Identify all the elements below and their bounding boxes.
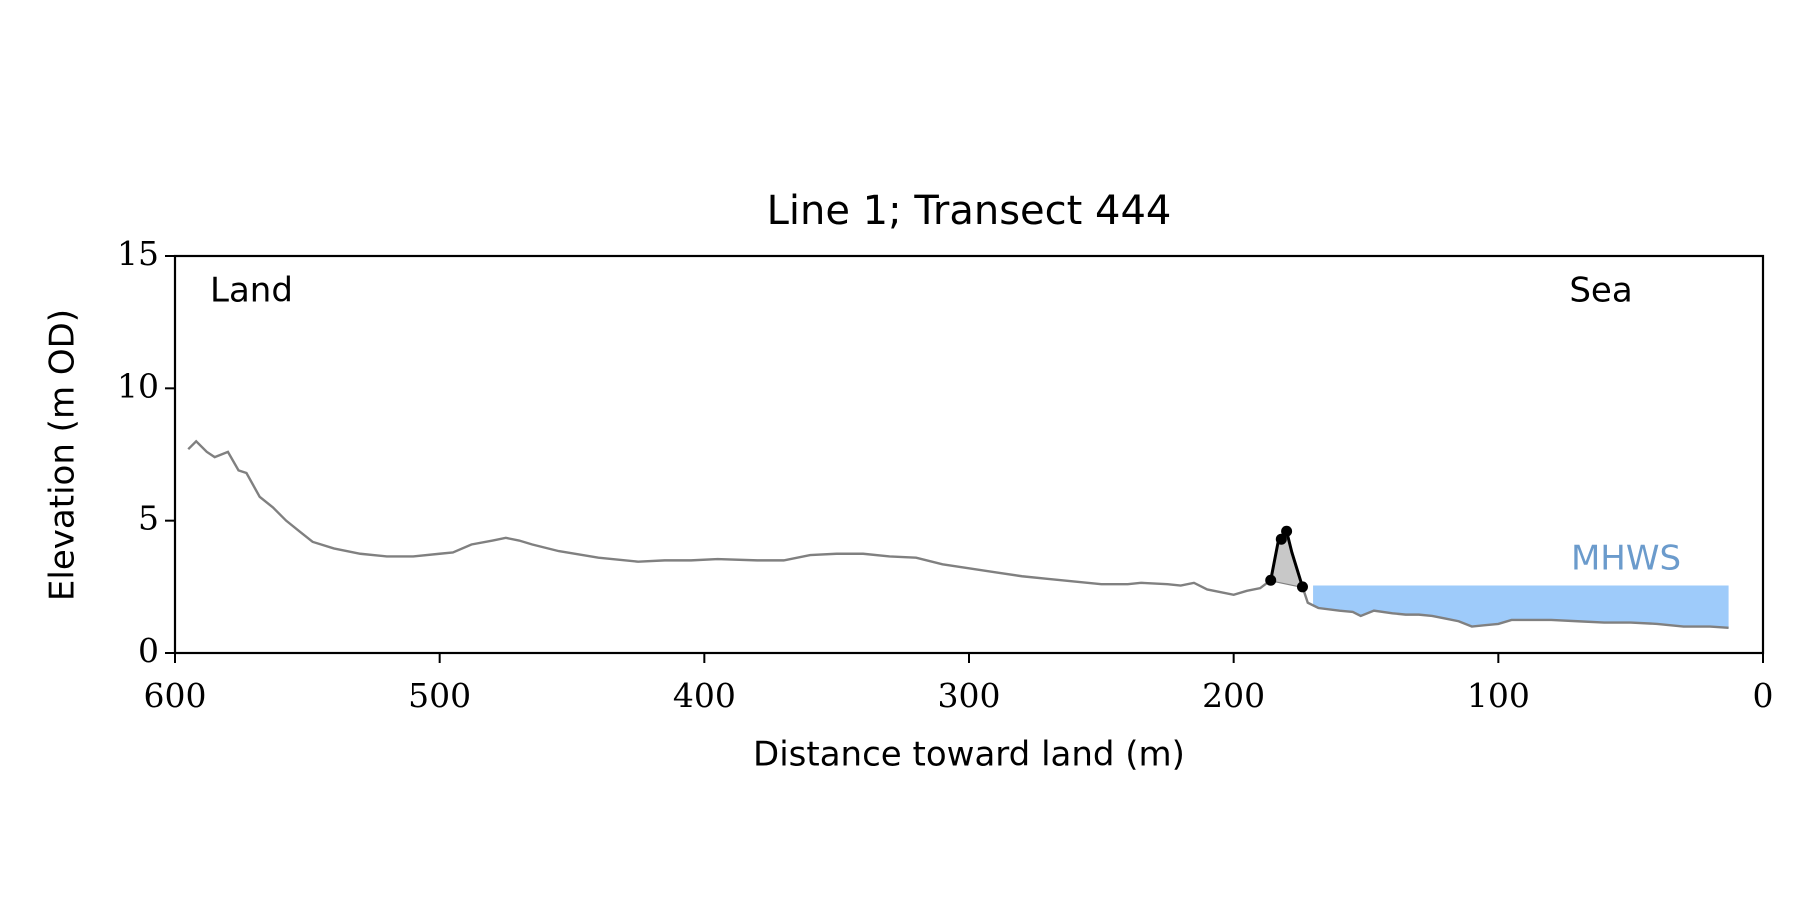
x-tick-label: 300 <box>938 676 1001 715</box>
mhws-area <box>1313 585 1729 628</box>
y-tick-label: 0 <box>138 631 159 670</box>
x-tick-label: 400 <box>673 676 736 715</box>
y-tick-label: 5 <box>138 499 159 538</box>
y-tick-label: 15 <box>117 234 159 273</box>
x-tick-label: 500 <box>408 676 471 715</box>
profile-line <box>187 439 1729 630</box>
x-tick-label: 200 <box>1202 676 1265 715</box>
plot-area: MHWS <box>187 439 1729 630</box>
dune-point <box>1296 581 1308 593</box>
annotation: Sea <box>1569 271 1632 311</box>
x-axis-label: Distance toward land (m) <box>753 735 1185 775</box>
mhws-label: MHWS <box>1571 539 1681 579</box>
chart-title: Line 1; Transect 444 <box>767 188 1172 234</box>
x-tick-label: 600 <box>144 676 207 715</box>
x-tick-label: 100 <box>1467 676 1530 715</box>
y-tick-label: 10 <box>117 366 159 405</box>
annotation: Land <box>210 271 293 311</box>
dune-point <box>1281 525 1293 537</box>
dune-point <box>1275 533 1287 545</box>
x-tick-label: 0 <box>1753 676 1774 715</box>
dune-point <box>1265 574 1277 586</box>
y-axis-label: Elevation (m OD) <box>43 309 83 601</box>
